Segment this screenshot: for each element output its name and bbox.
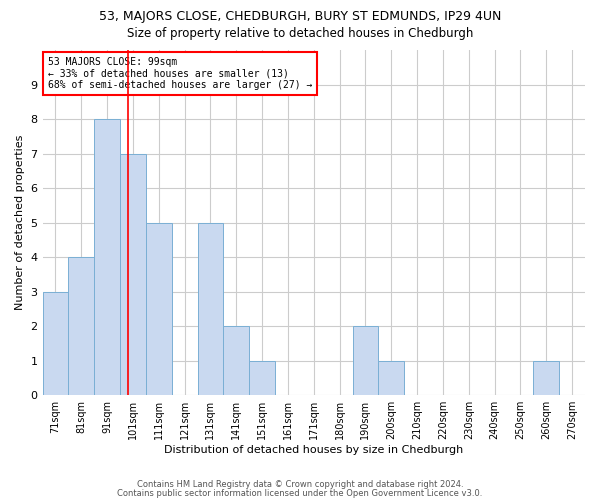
Bar: [379, 360, 404, 395]
Bar: [43, 292, 68, 395]
Y-axis label: Number of detached properties: Number of detached properties: [15, 135, 25, 310]
Text: 53, MAJORS CLOSE, CHEDBURGH, BURY ST EDMUNDS, IP29 4UN: 53, MAJORS CLOSE, CHEDBURGH, BURY ST EDM…: [99, 10, 501, 23]
Bar: [223, 326, 249, 395]
Bar: [533, 360, 559, 395]
Bar: [120, 154, 146, 395]
Bar: [94, 119, 120, 395]
Bar: [146, 222, 172, 395]
Bar: [249, 360, 275, 395]
X-axis label: Distribution of detached houses by size in Chedburgh: Distribution of detached houses by size …: [164, 445, 463, 455]
Text: 53 MAJORS CLOSE: 99sqm
← 33% of detached houses are smaller (13)
68% of semi-det: 53 MAJORS CLOSE: 99sqm ← 33% of detached…: [48, 57, 313, 90]
Text: Size of property relative to detached houses in Chedburgh: Size of property relative to detached ho…: [127, 28, 473, 40]
Text: Contains public sector information licensed under the Open Government Licence v3: Contains public sector information licen…: [118, 488, 482, 498]
Bar: [353, 326, 379, 395]
Text: Contains HM Land Registry data © Crown copyright and database right 2024.: Contains HM Land Registry data © Crown c…: [137, 480, 463, 489]
Bar: [197, 222, 223, 395]
Bar: [68, 257, 94, 395]
